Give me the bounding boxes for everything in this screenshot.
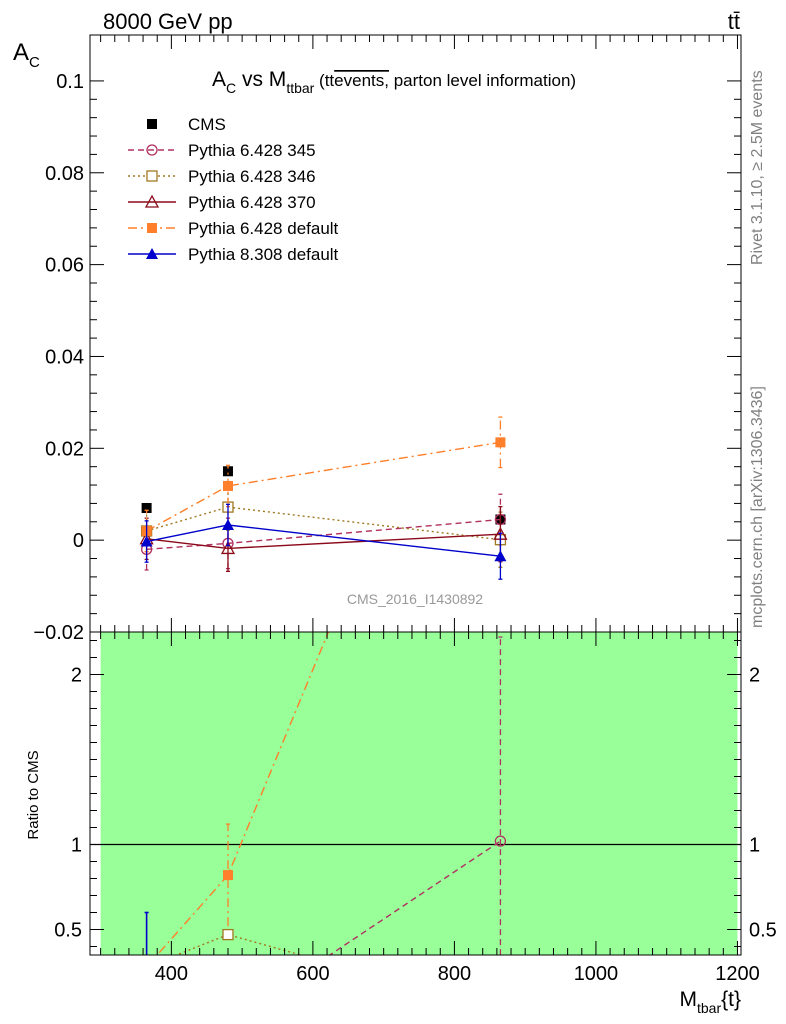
legend-marker: [146, 170, 158, 182]
legend-marker: [147, 223, 157, 233]
ratio-series-pythia-8-308-default: [144, 911, 149, 955]
upper-y-axis-label: AC: [13, 39, 40, 71]
ratio-point: [222, 928, 234, 941]
series-line: [146, 524, 501, 557]
legend: CMS Pythia 6.428 345 Pythia 6.428 346 Pythi…: [128, 115, 339, 264]
lower-y-tick-label: 2: [71, 665, 82, 687]
series-pythia-6-428-346: [140, 483, 507, 568]
data-point: [495, 437, 506, 448]
legend-marker: [144, 194, 160, 208]
x-tick-label: 800: [438, 963, 471, 985]
ratio-series-pythia-6-428-346: [174, 928, 304, 955]
upper-y-tick-label: 0.08: [45, 163, 84, 185]
upper-y-tick-label: 0.06: [45, 255, 84, 277]
ratio-point: [494, 835, 507, 847]
data-point: [141, 503, 152, 514]
legend-marker: [147, 119, 157, 129]
side-text-mcplots: mcplots.cern.ch [arXiv:1306.3436]: [749, 386, 766, 628]
upper-y-tick-label: −0.02: [33, 622, 84, 644]
lower-y-axis-label: Ratio to CMS: [25, 750, 42, 839]
lower-y-tick-label-right: 0.5: [749, 920, 777, 942]
side-text-rivet: Rivet 3.1.10, ≥ 2.5M events: [749, 70, 766, 265]
legend-label: CMS: [188, 115, 226, 134]
legend-item-pythia-6-428-370: Pythia 6.428 370: [128, 193, 316, 212]
data-point: [494, 550, 507, 562]
analysis-watermark: CMS_2016_I1430892: [347, 591, 483, 607]
header-energy-label: 8000 GeV pp: [103, 9, 233, 34]
upper-y-tick-label: 0.02: [45, 438, 84, 460]
upper-y-tick-label: 0.1: [56, 71, 84, 93]
legend-label: Pythia 6.428 370: [188, 193, 316, 212]
legend-marker: [146, 248, 158, 259]
legend-item-pythia-6-428-default: Pythia 6.428 default: [128, 219, 339, 238]
legend-label: Pythia 8.308 default: [188, 245, 339, 264]
lower-x-ticks: 400 600 800 1000 1200: [100, 632, 760, 985]
lower-y-ticks: 0.5 0.5 1 1 2 2: [54, 640, 777, 947]
header-process-label: tt̄: [728, 9, 740, 34]
upper-y-tick-label: 0: [73, 530, 84, 552]
data-point: [222, 480, 233, 491]
legend-label: Pythia 6.428 346: [188, 167, 316, 186]
data-point: [222, 466, 233, 477]
upper-x-ticks: [100, 35, 738, 632]
x-tick-label: 600: [296, 963, 329, 985]
lower-y-tick-label: 0.5: [54, 920, 82, 942]
lower-y-tick-label-right: 1: [749, 835, 760, 857]
data-point: [140, 535, 153, 547]
ratio-series-pythia-6-428-345: [328, 636, 507, 955]
series-line: [146, 441, 501, 532]
x-tick-label: 1200: [715, 963, 760, 985]
legend-item-pythia-6-428-346: Pythia 6.428 346: [128, 167, 316, 186]
plot-title: AC vs Mttbar (ttevents, parton level inf…: [212, 68, 576, 96]
lower-panel: 0.5 0.5 1 1 2 2 400 600 800 1000 1200 Ratio to CM…: [25, 631, 777, 1016]
lower-data-layer: [144, 632, 507, 955]
legend-item-pythia-6-428-345: Pythia 6.428 345: [128, 141, 316, 160]
lower-y-tick-label: 1: [71, 835, 82, 857]
legend-label: Pythia 6.428 345: [188, 141, 316, 160]
legend-item-pythia-8-308-default: Pythia 8.308 default: [128, 245, 339, 264]
ratio-series-pythia-6-428-default: [156, 632, 330, 955]
data-point: [221, 518, 234, 530]
data-point: [220, 541, 236, 555]
series-pythia-8-308-default: [140, 503, 507, 580]
upper-y-ticks: −0.02 0 0.02 0.04 0.06 0.08 0.1: [33, 71, 741, 644]
legend-item-cms: CMS: [147, 115, 226, 134]
upper-y-tick-label: 0.04: [45, 346, 84, 368]
series-line: [146, 506, 501, 541]
x-tick-label: 1000: [574, 963, 619, 985]
ratio-point: [222, 870, 233, 881]
ratio-line: [328, 840, 501, 955]
ratio-band: [100, 632, 738, 955]
legend-label: Pythia 6.428 default: [188, 219, 339, 238]
upper-data-layer: [139, 416, 508, 580]
upper-panel: −0.02 0 0.02 0.04 0.06 0.08 0.1 AC AC vs Mttba…: [13, 34, 742, 644]
x-tick-label: 400: [155, 963, 188, 985]
legend-marker: [146, 144, 158, 156]
x-axis-label: Mtbar{t}: [680, 988, 742, 1016]
lower-y-tick-label-right: 2: [749, 665, 760, 687]
